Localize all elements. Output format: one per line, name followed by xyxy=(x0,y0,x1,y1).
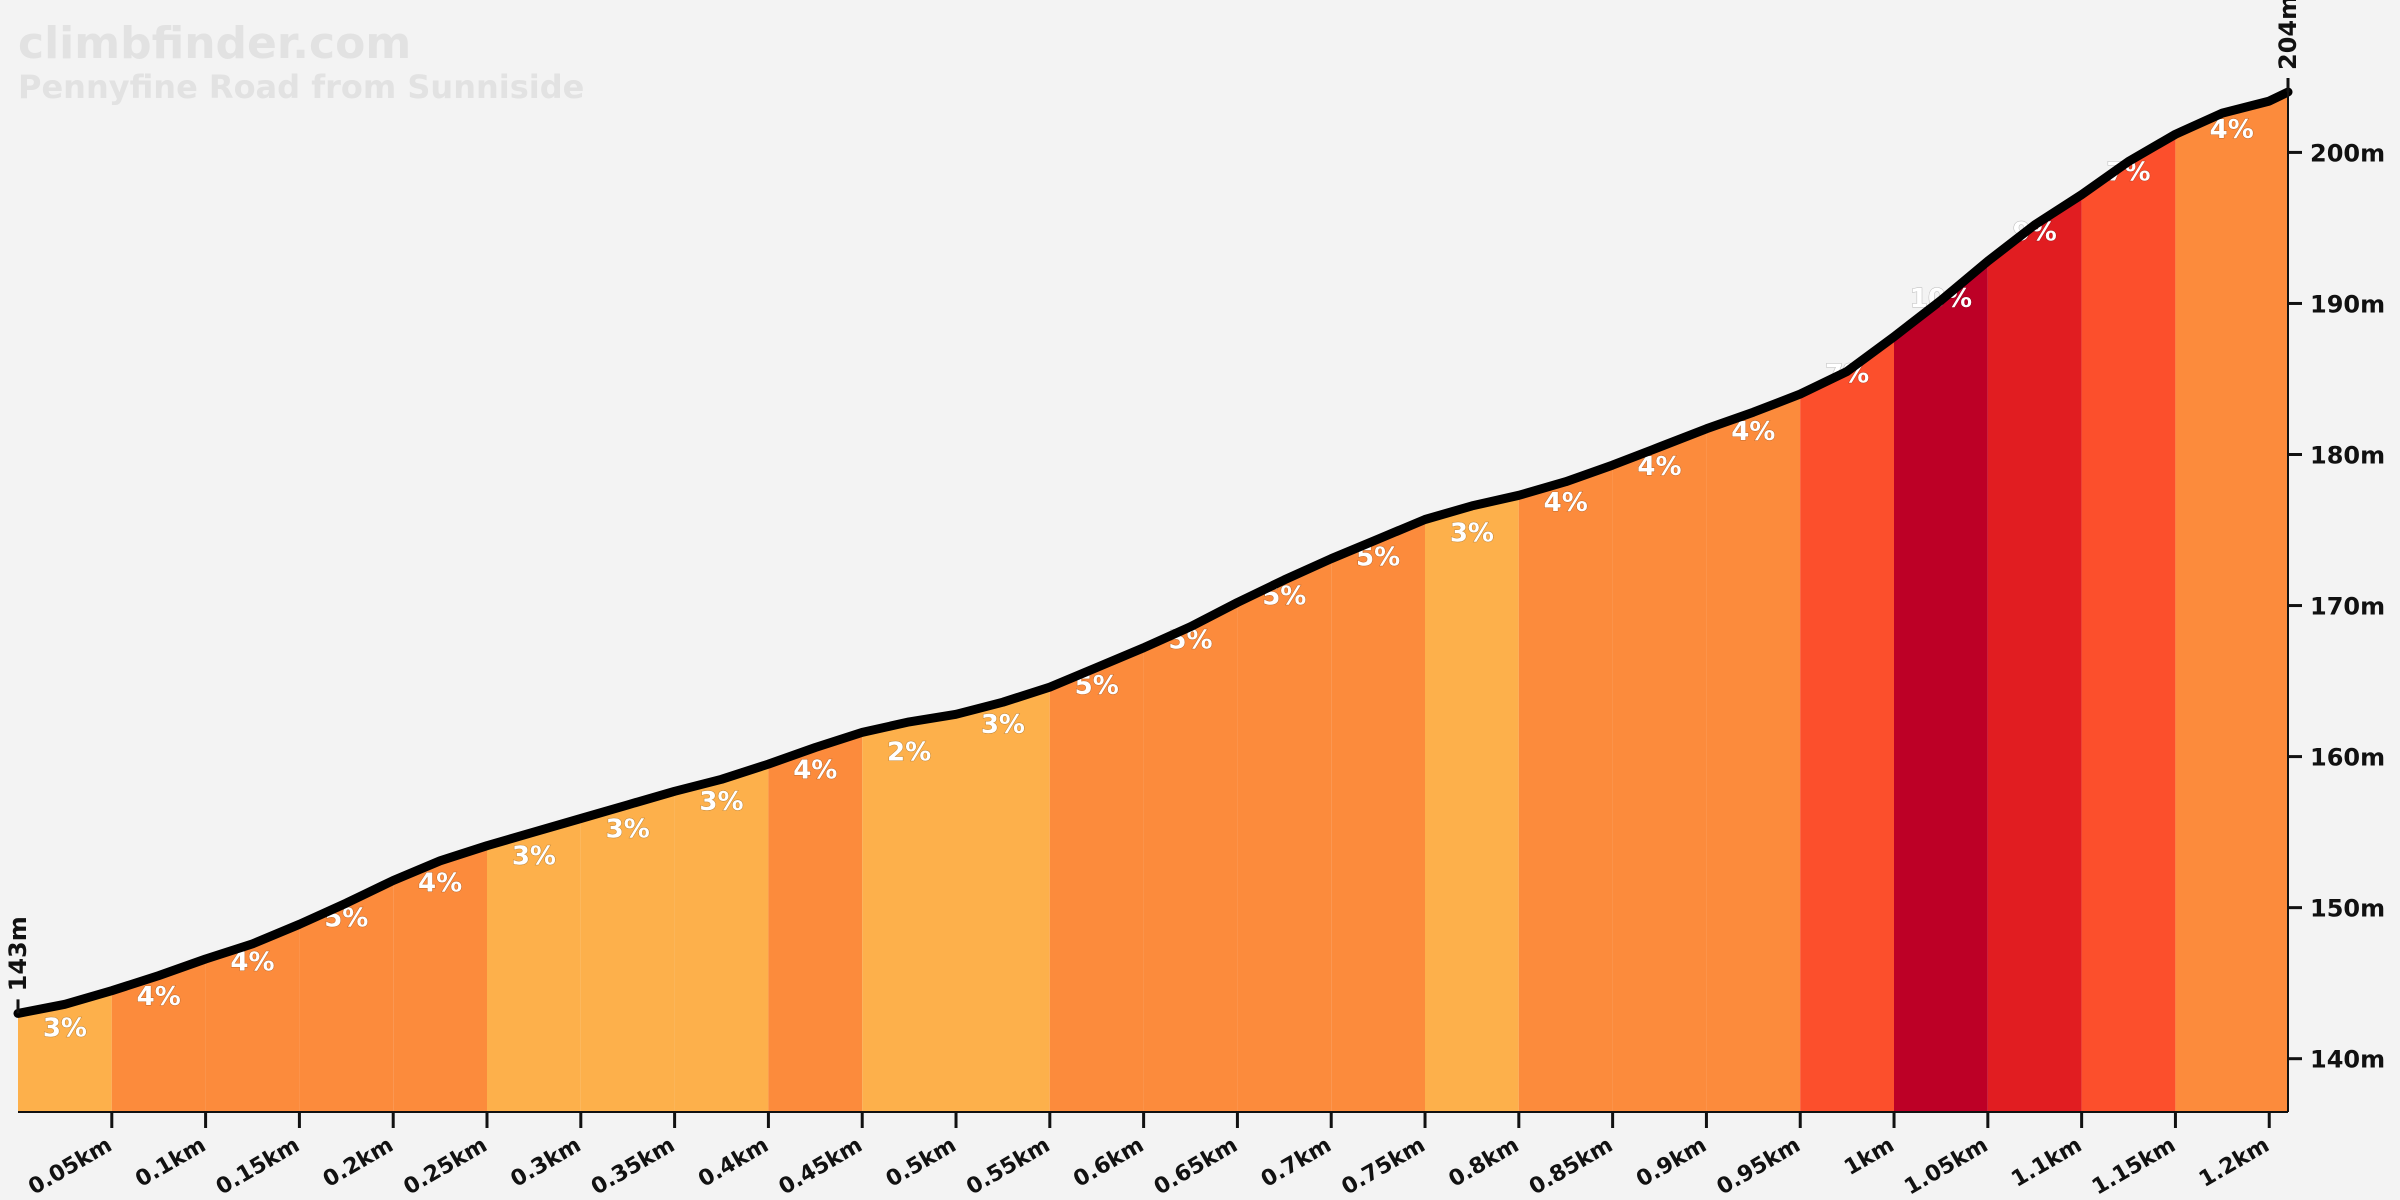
grade-segment-3 xyxy=(205,924,300,1112)
grade-label-10: 2% xyxy=(887,737,931,767)
grade-segment-11 xyxy=(956,687,1050,1112)
grade-segment-10 xyxy=(862,714,956,1112)
grade-segment-2 xyxy=(111,959,206,1112)
grade-label-15: 5% xyxy=(1356,543,1400,573)
grade-segment-4 xyxy=(299,880,394,1112)
grade-label-5: 4% xyxy=(418,869,462,899)
grade-label-9: 4% xyxy=(793,755,837,785)
grade-segment-18 xyxy=(1612,428,1707,1112)
grade-label-1: 3% xyxy=(43,1014,87,1044)
y-tick-label-2: 150m xyxy=(2310,895,2385,923)
grade-segment-12 xyxy=(1049,647,1144,1112)
grade-segment-7 xyxy=(580,791,675,1112)
grade-segment-22 xyxy=(1987,194,2082,1112)
grade-label-2: 4% xyxy=(137,982,181,1012)
grade-segment-6 xyxy=(487,818,581,1112)
y-tick-label-5: 180m xyxy=(2310,442,2385,470)
grade-segment-13 xyxy=(1143,602,1238,1112)
grade-label-17: 4% xyxy=(1544,488,1588,518)
grade-segment-5 xyxy=(393,845,487,1112)
grade-segment-16 xyxy=(1425,495,1519,1112)
grade-segment-1 xyxy=(18,990,112,1112)
grade-segment-17 xyxy=(1518,465,1613,1113)
grade-label-7: 3% xyxy=(606,814,650,844)
grade-segment-20 xyxy=(1800,336,1894,1112)
end-elevation-label: 204m xyxy=(2274,0,2302,70)
y-tick-label-4: 170m xyxy=(2310,593,2385,621)
profile-line-group xyxy=(13,87,2293,1018)
y-axis: 140m 150m 160m 170m 180m 190m 200m xyxy=(2287,86,2385,1112)
y-tick-label-1: 140m xyxy=(2310,1046,2385,1074)
climb-title: Pennyfine Road from Sunniside xyxy=(18,68,584,106)
start-elevation-label: 143m xyxy=(4,916,32,991)
grade-label-11: 3% xyxy=(981,710,1025,740)
elevation-profile-line xyxy=(13,87,2293,1018)
grade-segments xyxy=(18,92,2288,1113)
grade-label-16: 3% xyxy=(1450,518,1494,548)
y-tick-label-3: 160m xyxy=(2310,744,2385,772)
site-logo-text: climbfinder.com xyxy=(18,18,411,69)
grade-segment-15 xyxy=(1331,519,1425,1112)
grade-segment-24 xyxy=(2175,92,2288,1112)
grade-segment-21 xyxy=(1894,261,1988,1112)
y-tick-label-7: 200m xyxy=(2310,139,2385,167)
grade-segment-19 xyxy=(1706,394,1801,1113)
grade-label-6: 3% xyxy=(512,842,556,872)
elevation-endpoints: 143m 204m xyxy=(4,0,2302,1014)
y-tick-label-6: 190m xyxy=(2310,291,2385,319)
grade-segment-9 xyxy=(768,732,863,1112)
grade-label-8: 3% xyxy=(699,787,743,817)
grade-segment-14 xyxy=(1237,558,1332,1112)
grade-segment-23 xyxy=(2081,134,2176,1113)
grade-segment-8 xyxy=(674,764,769,1112)
